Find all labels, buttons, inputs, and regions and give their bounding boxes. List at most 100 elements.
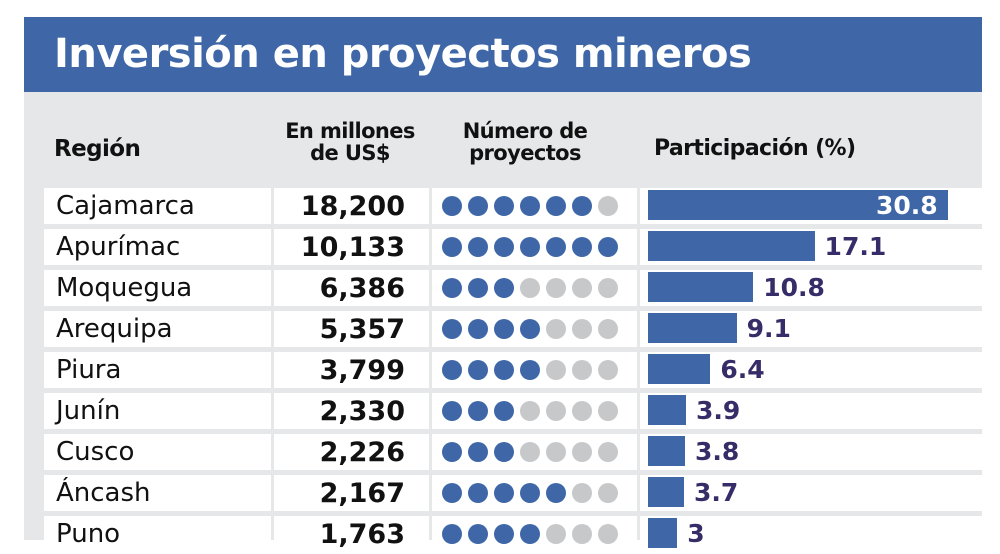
- region-cell: Piura: [44, 352, 271, 388]
- share-cell: 9.1: [640, 311, 982, 347]
- project-dot-empty: [546, 524, 566, 544]
- project-dot-filled: [442, 524, 462, 544]
- share-bar: [648, 231, 815, 261]
- project-dot-filled: [494, 401, 514, 421]
- project-dot-filled: [442, 360, 462, 380]
- region-cell: Moquegua: [44, 270, 271, 306]
- project-dot-filled: [546, 237, 566, 257]
- project-dot-filled: [520, 237, 540, 257]
- project-dot-empty: [598, 196, 618, 216]
- share-label: 3.9: [695, 396, 741, 425]
- table-row: Cusco 2,226 3.8: [24, 434, 982, 470]
- column-header-millones-line1: En millones: [285, 119, 415, 143]
- project-dot-empty: [572, 442, 592, 462]
- project-dot-filled: [442, 196, 462, 216]
- region-name: Piura: [56, 355, 122, 385]
- share-cell: 3.9: [640, 393, 982, 429]
- project-dots: [442, 237, 618, 257]
- project-dot-filled: [442, 319, 462, 339]
- share-label: 10.8: [763, 273, 825, 302]
- investment-cell: 2,226: [274, 434, 429, 470]
- investment-value: 2,226: [319, 437, 405, 468]
- project-dot-filled: [494, 442, 514, 462]
- region-cell: Junín: [44, 393, 271, 429]
- project-dot-filled: [572, 237, 592, 257]
- investment-cell: 10,133: [274, 229, 429, 265]
- project-dot-filled: [442, 483, 462, 503]
- investment-value: 6,386: [319, 273, 405, 304]
- project-dots: [442, 442, 618, 462]
- investment-cell: 18,200: [274, 188, 429, 224]
- project-dot-empty: [598, 442, 618, 462]
- project-dot-filled: [442, 401, 462, 421]
- share-cell: 17.1: [640, 229, 982, 265]
- region-cell: Arequipa: [44, 311, 271, 347]
- column-header-participacion: Participación (%): [654, 136, 856, 161]
- table-row: Moquegua 6,386 10.8: [24, 270, 982, 306]
- investment-value: 1,763: [319, 519, 405, 550]
- projects-cell: [432, 475, 637, 511]
- project-dots: [442, 483, 618, 503]
- share-bar: [648, 395, 686, 425]
- project-dot-empty: [598, 524, 618, 544]
- table-row: Áncash 2,167 3.7: [24, 475, 982, 511]
- investment-value: 2,167: [319, 478, 405, 509]
- share-cell: 30.8: [640, 188, 982, 224]
- region-cell: Áncash: [44, 475, 271, 511]
- region-name: Cusco: [56, 437, 135, 467]
- investment-value: 2,330: [319, 396, 405, 427]
- project-dot-empty: [598, 360, 618, 380]
- project-dots: [442, 196, 618, 216]
- share-label: 6.4: [720, 355, 765, 384]
- project-dots: [442, 319, 618, 339]
- region-cell: Puno: [44, 516, 271, 552]
- project-dot-empty: [520, 442, 540, 462]
- region-name: Arequipa: [56, 314, 173, 344]
- project-dot-empty: [546, 319, 566, 339]
- share-bar: [648, 190, 948, 220]
- project-dot-empty: [572, 401, 592, 421]
- project-dot-empty: [546, 401, 566, 421]
- project-dot-filled: [494, 483, 514, 503]
- project-dot-filled: [468, 196, 488, 216]
- project-dot-empty: [598, 319, 618, 339]
- region-cell: Cajamarca: [44, 188, 271, 224]
- share-label: 17.1: [824, 232, 887, 261]
- projects-cell: [432, 393, 637, 429]
- share-bar: [648, 272, 754, 302]
- investment-cell: 3,799: [274, 352, 429, 388]
- table-row: Apurímac 10,133 17.1: [24, 229, 982, 265]
- column-header-numero: Número de proyectos: [440, 120, 610, 164]
- investment-cell: 1,763: [274, 516, 429, 552]
- region-cell: Cusco: [44, 434, 271, 470]
- project-dot-filled: [546, 196, 566, 216]
- project-dot-filled: [494, 196, 514, 216]
- projects-cell: [432, 229, 637, 265]
- project-dots: [442, 401, 618, 421]
- share-bar: [648, 313, 737, 343]
- region-name: Puno: [56, 519, 121, 549]
- project-dot-filled: [468, 483, 488, 503]
- investment-value: 10,133: [300, 232, 405, 263]
- project-dot-filled: [520, 524, 540, 544]
- share-bar: [648, 518, 678, 548]
- project-dot-filled: [442, 278, 462, 298]
- table-panel: Región En millones de US$ Número de proy…: [24, 92, 982, 552]
- project-dot-empty: [546, 360, 566, 380]
- project-dot-empty: [572, 278, 592, 298]
- project-dot-filled: [468, 319, 488, 339]
- column-header-numero-line2: proyectos: [469, 141, 581, 165]
- investment-cell: 5,357: [274, 311, 429, 347]
- projects-cell: [432, 352, 637, 388]
- investment-value: 18,200: [300, 191, 405, 222]
- investment-value: 3,799: [319, 355, 405, 386]
- share-label: 30.8: [876, 191, 938, 220]
- project-dots: [442, 360, 618, 380]
- region-name: Apurímac: [56, 232, 181, 262]
- project-dot-empty: [598, 401, 618, 421]
- project-dot-empty: [520, 278, 540, 298]
- share-label: 3: [687, 519, 705, 548]
- project-dot-empty: [598, 483, 618, 503]
- project-dot-filled: [468, 401, 488, 421]
- column-header-region: Región: [54, 136, 141, 162]
